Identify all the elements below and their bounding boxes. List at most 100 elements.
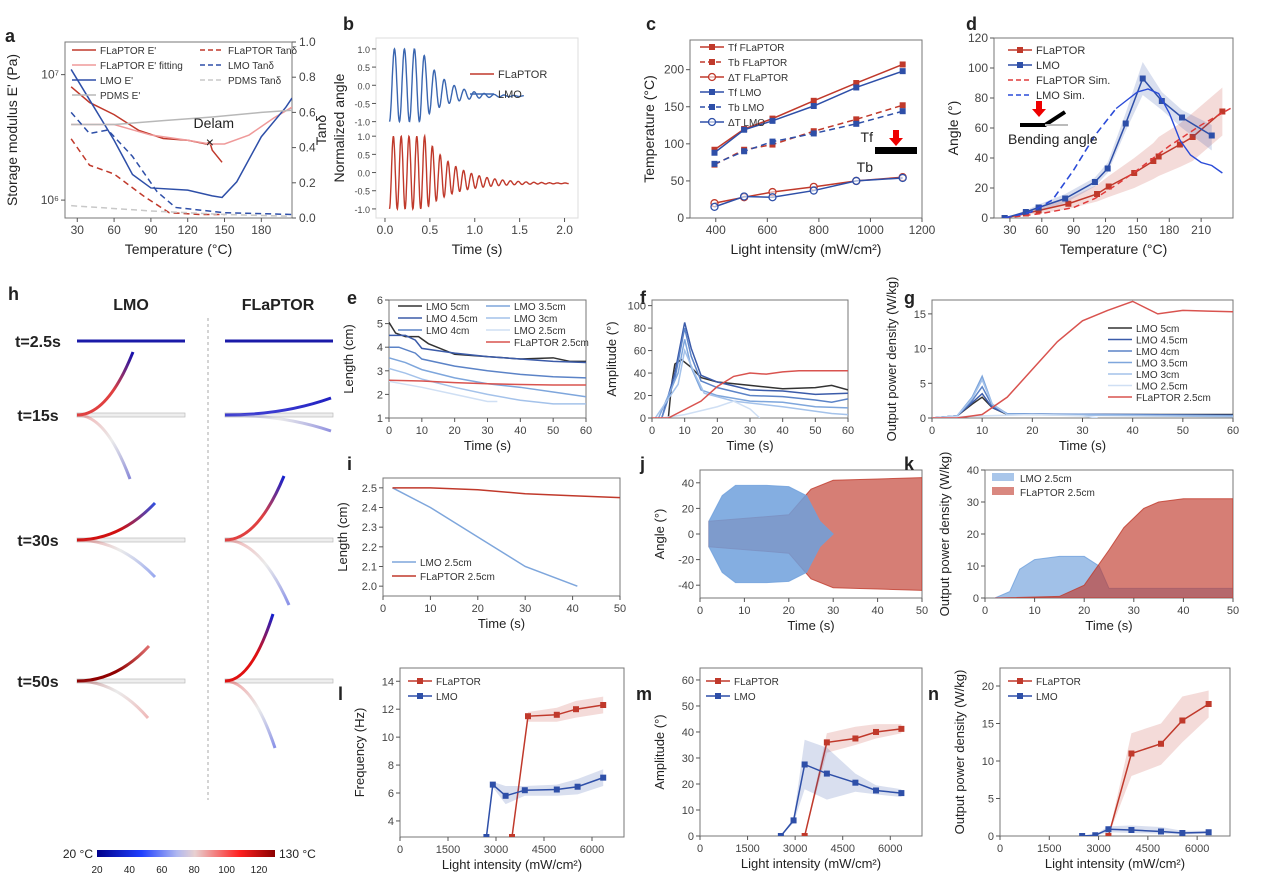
data-point	[899, 102, 906, 109]
data-point	[1205, 701, 1212, 707]
bent-beam-up-lmo	[76, 351, 135, 417]
data-point	[810, 130, 817, 137]
series-line-flaptor-e-fitting	[71, 106, 292, 145]
y-tick-label: 2.3	[362, 522, 377, 534]
legend-item: LMO E'	[72, 76, 133, 87]
bent-beam-up-lmo	[76, 644, 151, 683]
y-axis-label: Storage modulus E' (Pa)	[4, 54, 20, 206]
y-tick-label: 0	[988, 831, 994, 843]
error-band	[486, 769, 604, 837]
x-tick-label: 6000	[1185, 843, 1209, 855]
plot-area	[932, 300, 1233, 418]
data-point	[1176, 141, 1183, 148]
panel-a: a 30 60 90 120 150 180 10⁶ 10⁷ 0.0 0.2 0.4 0.6 0.8 1.0…	[4, 26, 329, 257]
x-tick-label: 40	[566, 603, 578, 615]
time-label: t=2.5s	[15, 334, 61, 351]
data-point	[1158, 98, 1165, 104]
x-tick-label: 10	[679, 425, 691, 437]
data-point	[525, 713, 531, 720]
x-tick-label: 30	[827, 605, 839, 617]
data-point	[1094, 191, 1101, 197]
x-tick-label: 20	[711, 425, 723, 437]
legend-label: LMO 5cm	[1136, 324, 1179, 335]
series-line-lmo-4cm	[389, 346, 586, 379]
series-line-lmo-3-5cm	[657, 339, 848, 418]
colorbar-max-label: 130 °C	[279, 847, 316, 861]
panel-g: g 0 10 20 30 40 50 60 0 5 10 15 Time (s) Output power…	[884, 277, 1239, 453]
legend-item: LMO 3cm	[486, 314, 557, 325]
x-tick-label: 30	[1076, 425, 1088, 437]
panel-letter: a	[5, 26, 16, 46]
y-tick-label: 20	[634, 391, 646, 403]
area-lmo-2.5cm	[994, 555, 1233, 598]
data-point	[710, 202, 719, 212]
column-header-lmo: LMO	[113, 297, 149, 314]
y2-tick-label: 0.4	[299, 141, 316, 155]
delam-marker: ×	[206, 134, 214, 150]
y-axis-label: Frequency (Hz)	[352, 708, 367, 798]
data-point	[1139, 75, 1146, 82]
legend-item: PDMS E'	[72, 91, 140, 102]
data-point	[711, 160, 718, 167]
plot-area	[392, 487, 620, 587]
legend-label: LMO 4cm	[426, 326, 469, 337]
series-line-pdms-tan-	[71, 204, 292, 217]
series-line-flaptor-2-5cm	[932, 300, 1233, 418]
series-line-lmo	[388, 47, 524, 124]
x-tick-label: 800	[809, 223, 829, 237]
data-point	[1158, 828, 1164, 835]
legend-marker	[417, 678, 423, 684]
legend-label: ΔT FLaPTOR	[728, 73, 788, 84]
x-tick-label: 4500	[830, 843, 854, 855]
y-tick-label: 0	[981, 211, 988, 225]
bent-beam-up-flaptor	[224, 396, 332, 417]
y-tick-label: 10⁶	[41, 193, 59, 207]
data-point	[1062, 195, 1069, 202]
series-line-sim	[1004, 108, 1117, 218]
data-point	[711, 149, 718, 156]
legend-label: LMO Sim.	[1036, 90, 1085, 102]
data-point	[853, 116, 860, 123]
plot-area	[708, 477, 922, 591]
y-tick-label: -1.0	[354, 205, 370, 215]
colorbar-tick-label: 40	[124, 865, 136, 876]
plot-area	[70, 69, 292, 217]
legend-label: FLaPTOR	[1036, 45, 1085, 57]
y-axis-label: Output power density (W/kg)	[937, 452, 952, 617]
series-line-lmo-4-5cm	[389, 334, 586, 364]
panel-letter: c	[646, 14, 656, 34]
series-line-tf-lmo	[714, 70, 903, 154]
y-tick-label: 80	[634, 323, 646, 335]
bent-beam-up-flaptor	[224, 613, 275, 683]
y-tick-label: 10	[982, 756, 994, 768]
series-line-flaptor-tan-	[70, 138, 225, 216]
legend-marker	[709, 104, 715, 110]
x-tick-label: 0	[982, 605, 988, 617]
legend-label: PDMS E'	[100, 91, 140, 102]
plot-area	[1079, 690, 1212, 836]
bent-beam-up-flaptor	[224, 475, 286, 542]
series-line-flaptor-2-5cm	[652, 370, 848, 418]
series-line-flaptor-2-5cm	[392, 487, 620, 499]
y-tick-label: 200	[664, 63, 684, 77]
data-point	[1219, 108, 1226, 115]
legend-swatch	[992, 473, 1014, 481]
plot-frame	[64, 41, 293, 219]
data-point	[1179, 830, 1186, 836]
data-point	[1104, 165, 1111, 172]
x-tick-label: 50	[809, 425, 821, 437]
panel-b: b 0.0 0.5 1.0 1.5 2.0 -1.0 -0.5 0.0 0.5 1.0 -1.0 -0.…	[331, 14, 579, 257]
data-point	[1091, 179, 1098, 185]
data-point	[502, 792, 509, 799]
panel-h: h LMO FLaPTOR t=2.5s t=15s t=30s t=50s 20 °C 130…	[8, 284, 334, 876]
panel-letter: f	[640, 288, 647, 308]
y-tick-label: 1	[377, 413, 383, 425]
legend: FLaPTOR LMO FLaPTOR Sim. LMO Sim.	[1008, 45, 1110, 102]
x-tick-label: 10	[976, 425, 988, 437]
inset-label-bending-angle: Bending angle	[1008, 131, 1098, 147]
x-tick-label: 90	[1067, 223, 1081, 237]
legend-item: LMO 5cm	[1108, 324, 1179, 335]
y2-axis-label: Tanδ	[313, 115, 329, 146]
x-axis-label: Time (s)	[1059, 438, 1106, 453]
